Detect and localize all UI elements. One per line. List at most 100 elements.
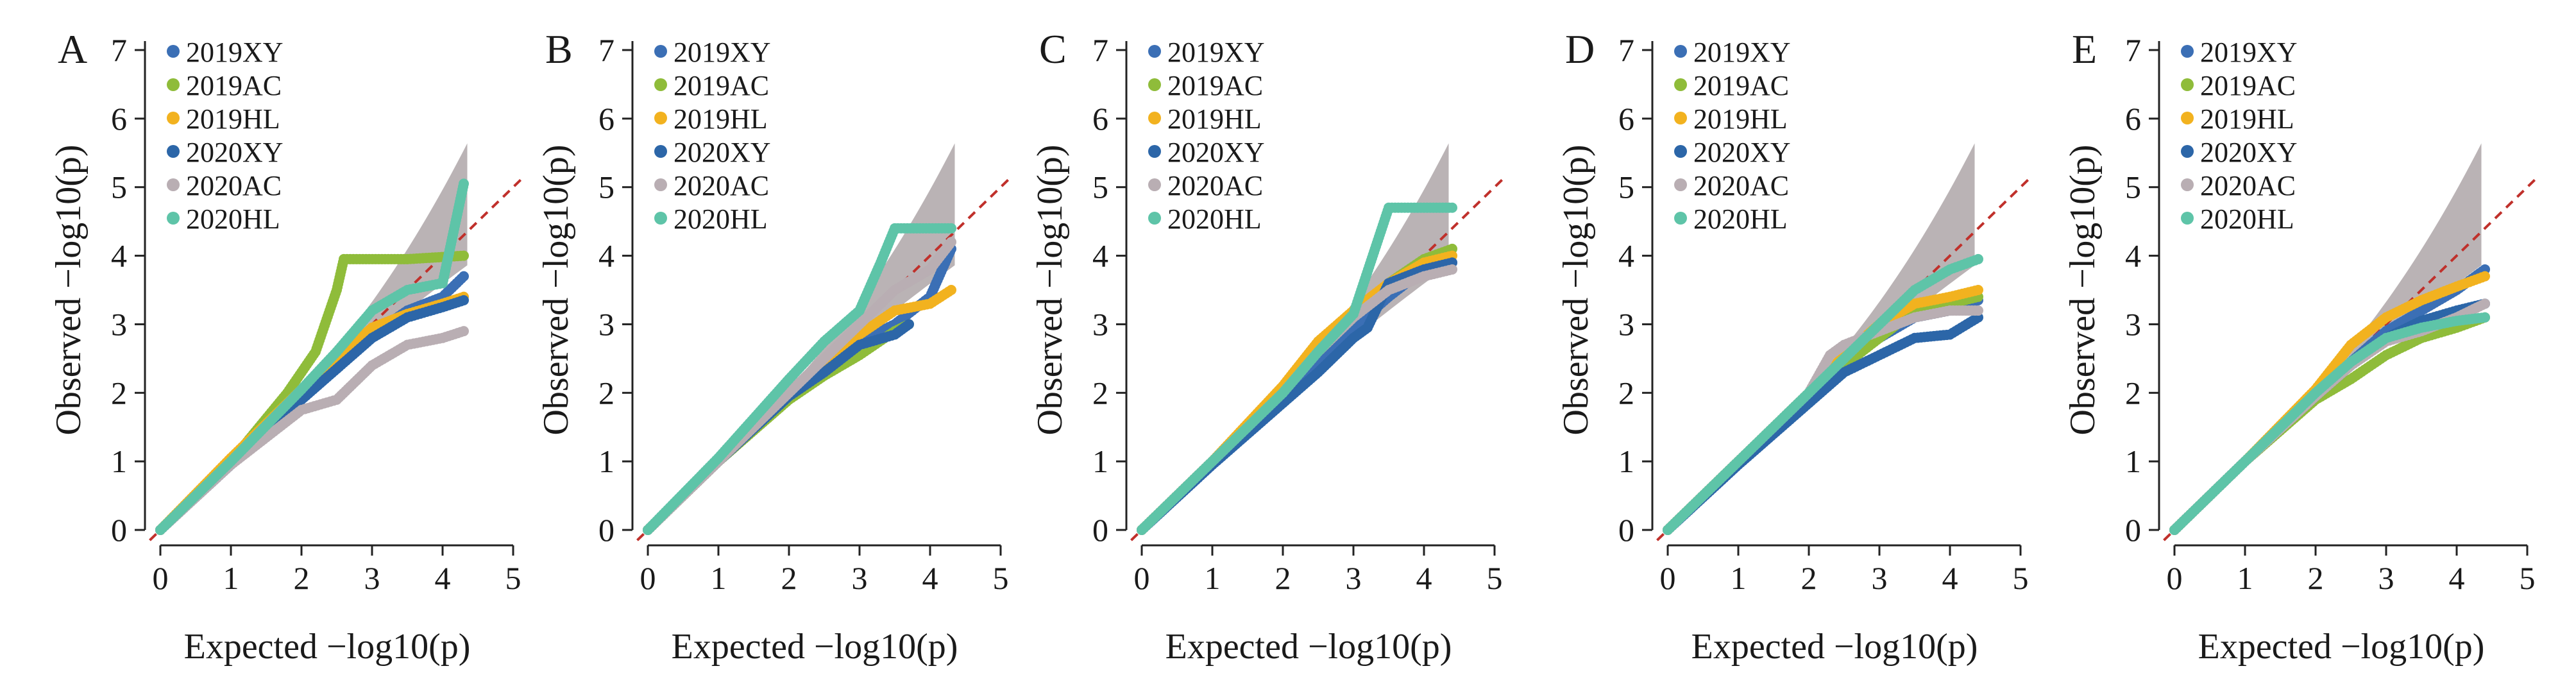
data-point [1973,305,1983,316]
legend-marker [167,178,180,191]
legend-label: 2020HL [2200,203,2294,235]
legend-label: 2019HL [186,103,280,135]
y-axis-label: Observed −log10(p) [1030,144,1070,435]
y-axis-label: Observed −log10(p) [49,144,89,435]
legend-label: 2020HL [186,203,280,235]
legend-marker [2181,78,2194,91]
legend-marker [1674,78,1687,91]
panel-label: C [1039,26,1067,72]
y-tick-label: 6 [1092,101,1108,137]
x-tick-label: 1 [223,560,239,596]
legend-marker [2181,178,2194,191]
y-tick-label: 1 [2125,443,2141,479]
panel-label: B [545,26,573,72]
x-tick-label: 3 [1872,560,1888,596]
series-2020hl [1137,202,1457,535]
series-2019hl [155,291,469,535]
x-tick-label: 0 [2167,560,2183,596]
y-tick-label: 6 [111,101,127,137]
x-tick-label: 0 [640,560,656,596]
legend-label: 2019XY [1167,37,1265,68]
legend-marker [2181,145,2194,158]
legend-marker [654,145,667,158]
x-tick-label: 2 [294,560,310,596]
x-axis-label: Expected −log10(p) [672,627,958,667]
y-tick-label: 4 [2125,238,2141,274]
legend-label: 2020XY [2200,137,2298,168]
legend-label: 2020HL [1693,203,1788,235]
y-tick-label: 4 [598,238,614,274]
legend-marker [167,45,180,58]
x-tick-label: 3 [852,560,868,596]
legend-label: 2019AC [1167,70,1263,101]
x-tick-label: 5 [2520,560,2536,596]
confidence-band [1767,143,1975,437]
x-tick-label: 5 [993,560,1009,596]
y-tick-label: 6 [598,101,614,137]
series-2019ac [1663,291,1983,535]
data-point [459,271,469,282]
legend-marker [654,78,667,91]
y-tick-label: 3 [2125,306,2141,342]
legend-label: 2019XY [674,37,771,68]
y-axis-label: Observed −log10(p) [536,144,576,435]
legend-label: 2019AC [674,70,769,101]
legend-marker [654,45,667,58]
x-axis-label: Expected −log10(p) [184,627,471,667]
confidence-band [747,143,955,437]
y-tick-label: 7 [598,32,614,68]
x-tick-label: 1 [711,560,727,596]
legend-label: 2019HL [1167,103,1262,135]
reference-line [636,176,1012,541]
x-tick-label: 2 [2308,560,2324,596]
legend-label: 2019HL [1693,103,1788,135]
series-2020xy [155,295,469,535]
data-point [459,295,469,306]
data-point [946,237,956,248]
y-tick-label: 7 [1092,32,1108,68]
x-tick-label: 5 [2013,560,2029,596]
y-tick-label: 3 [1618,306,1634,342]
y-tick-label: 6 [1618,101,1634,137]
legend-label: 2020XY [1167,137,1265,168]
data-point [2480,271,2490,282]
legend-marker [1674,112,1687,124]
y-tick-label: 5 [1618,169,1634,205]
data-point [2480,312,2490,323]
data-point [459,178,469,189]
data-point [946,223,956,234]
series-2020hl [1663,253,1983,535]
y-tick-label: 4 [1618,238,1634,274]
legend-label: 2020XY [674,137,771,168]
x-tick-label: 0 [1134,560,1150,596]
legend-label: 2020AC [1167,170,1263,201]
series-2019ac [643,319,914,535]
legend-marker [1148,112,1161,124]
x-axis-label: Expected −log10(p) [1165,627,1452,667]
x-tick-label: 1 [1205,560,1221,596]
data-point [1973,253,1983,264]
legend-marker [167,78,180,91]
data-point [1447,264,1457,275]
y-tick-label: 5 [2125,169,2141,205]
y-tick-label: 2 [2125,375,2141,411]
legend-label: 2019AC [1693,70,1789,101]
x-tick-label: 0 [1660,560,1676,596]
y-tick-label: 3 [1092,306,1108,342]
y-tick-label: 1 [111,443,127,479]
x-tick-label: 1 [2237,560,2253,596]
legend-marker [167,145,180,158]
legend-marker [2181,112,2194,124]
x-tick-label: 5 [505,560,521,596]
y-tick-label: 2 [598,375,614,411]
legend-marker [1148,45,1161,58]
legend-marker [1148,78,1161,91]
y-tick-label: 0 [2125,512,2141,548]
